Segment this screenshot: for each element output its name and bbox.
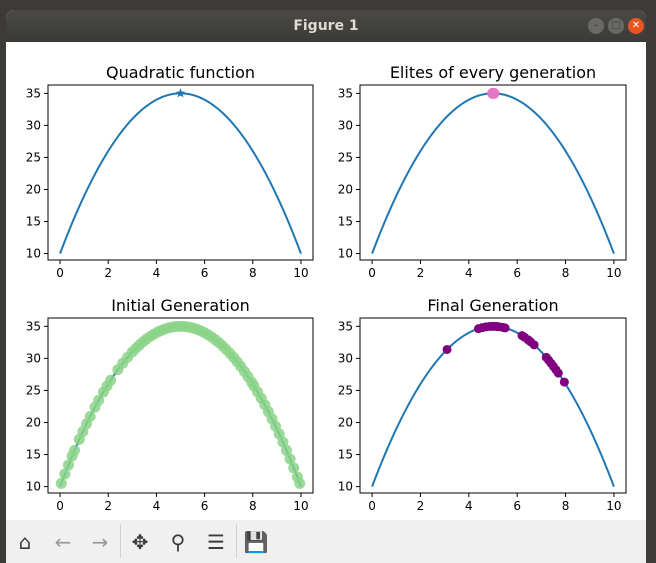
- close-icon[interactable]: ✕: [628, 18, 644, 34]
- maximize-icon[interactable]: □: [608, 18, 624, 34]
- plot-frame: [359, 317, 627, 494]
- initial-generation-point: [284, 453, 296, 465]
- initial-generation-point: [294, 477, 306, 489]
- initial-generation-point: [93, 394, 105, 406]
- x-tick-label: 8: [562, 499, 570, 513]
- initial-generation-point: [277, 436, 289, 448]
- y-tick-label: 10: [338, 247, 353, 261]
- final-generation-point: [559, 377, 569, 387]
- y-tick-label: 15: [338, 448, 353, 462]
- zoom-icon[interactable]: ⚲: [170, 530, 186, 554]
- x-tick-label: 2: [104, 499, 112, 513]
- toolbar-separator: [120, 524, 121, 558]
- window-title: Figure 1: [293, 18, 359, 34]
- chart-title: Final Generation: [427, 296, 558, 315]
- y-tick-label: 30: [338, 351, 353, 365]
- y-tick-label: 25: [338, 383, 353, 397]
- x-tick-label: 8: [249, 499, 257, 513]
- y-tick-label: 30: [338, 118, 353, 132]
- y-tick-label: 30: [26, 351, 41, 365]
- x-tick-label: 4: [465, 499, 473, 513]
- initial-generation-point: [281, 444, 292, 456]
- x-tick-label: 10: [606, 499, 621, 513]
- y-tick-label: 15: [26, 448, 41, 462]
- y-tick-label: 35: [26, 86, 41, 100]
- y-tick-label: 20: [338, 415, 353, 429]
- y-tick-label: 15: [338, 215, 353, 229]
- pan-icon[interactable]: ✥: [131, 530, 149, 554]
- initial-generation-point: [59, 468, 71, 480]
- function-curve: [371, 92, 615, 254]
- initial-generation-point: [105, 374, 117, 386]
- x-tick-label: 10: [606, 266, 621, 280]
- elite-point: [487, 87, 499, 99]
- x-tick-label: 6: [513, 499, 521, 513]
- y-tick-label: 30: [26, 118, 41, 132]
- x-tick-label: 4: [153, 499, 161, 513]
- x-tick-label: 6: [513, 266, 521, 280]
- figure-canvas: Quadratic function 0 2 4 6 8 10 10 15 20 25 30 35 Eli…: [6, 42, 646, 520]
- chart-title: Elites of every generation: [390, 63, 596, 82]
- minimize-icon[interactable]: –: [588, 18, 604, 34]
- home-icon[interactable]: ⌂: [18, 530, 32, 554]
- max-star-marker: [175, 88, 186, 98]
- y-tick-label: 20: [26, 415, 41, 429]
- final-generation-point: [553, 368, 563, 378]
- x-tick-label: 2: [104, 266, 112, 280]
- y-tick-label: 15: [26, 215, 41, 229]
- x-tick-label: 0: [368, 266, 376, 280]
- y-tick-label: 35: [26, 319, 41, 333]
- back-icon[interactable]: ←: [54, 530, 72, 554]
- x-tick-label: 2: [417, 499, 425, 513]
- x-tick-label: 8: [562, 266, 570, 280]
- chart-title: Initial Generation: [111, 296, 250, 315]
- toolbar-separator: [236, 524, 237, 558]
- y-tick-label: 20: [26, 182, 41, 196]
- x-tick-label: 6: [201, 499, 209, 513]
- y-tick-label: 35: [338, 86, 353, 100]
- x-tick-label: 10: [293, 499, 308, 513]
- final-generation-point: [529, 340, 539, 350]
- y-tick-label: 10: [26, 247, 41, 261]
- y-tick-label: 10: [338, 480, 353, 494]
- plot-frame: [47, 84, 314, 261]
- configure-icon[interactable]: ☰: [207, 530, 225, 554]
- save-icon[interactable]: 💾: [243, 530, 269, 554]
- x-tick-label: 0: [368, 499, 376, 513]
- x-tick-label: 0: [56, 499, 64, 513]
- x-tick-label: 10: [293, 266, 308, 280]
- x-tick-label: 0: [56, 266, 64, 280]
- x-tick-label: 2: [417, 266, 425, 280]
- navigation-toolbar: ⌂ ← → ✥ ⚲ ☰ 💾: [6, 520, 646, 563]
- y-tick-label: 25: [26, 150, 41, 164]
- final-generation-point: [500, 323, 510, 333]
- plot-frame: [359, 84, 627, 261]
- y-tick-label: 20: [338, 182, 353, 196]
- x-tick-label: 8: [249, 266, 257, 280]
- forward-icon[interactable]: →: [91, 530, 109, 554]
- final-generation-point: [442, 344, 452, 354]
- function-curve: [371, 325, 615, 487]
- y-tick-label: 25: [26, 383, 41, 397]
- chart-title: Quadratic function: [106, 63, 255, 82]
- title-bar: Figure 1 – □ ✕: [6, 10, 646, 42]
- initial-generation-point: [288, 462, 300, 474]
- function-curve: [59, 92, 302, 254]
- y-tick-label: 35: [338, 319, 353, 333]
- figure-window: Figure 1 – □ ✕ Quadratic function 0 2 4 6 8 10…: [6, 10, 646, 563]
- initial-generation-point: [55, 477, 67, 489]
- y-tick-label: 25: [338, 150, 353, 164]
- x-tick-label: 4: [465, 266, 473, 280]
- initial-generation-point: [84, 410, 96, 422]
- initial-generation-point: [62, 459, 74, 471]
- y-tick-label: 10: [26, 480, 41, 494]
- x-tick-label: 4: [153, 266, 161, 280]
- plot-frame: [47, 317, 314, 494]
- initial-generation-point: [69, 444, 80, 456]
- x-tick-label: 6: [201, 266, 209, 280]
